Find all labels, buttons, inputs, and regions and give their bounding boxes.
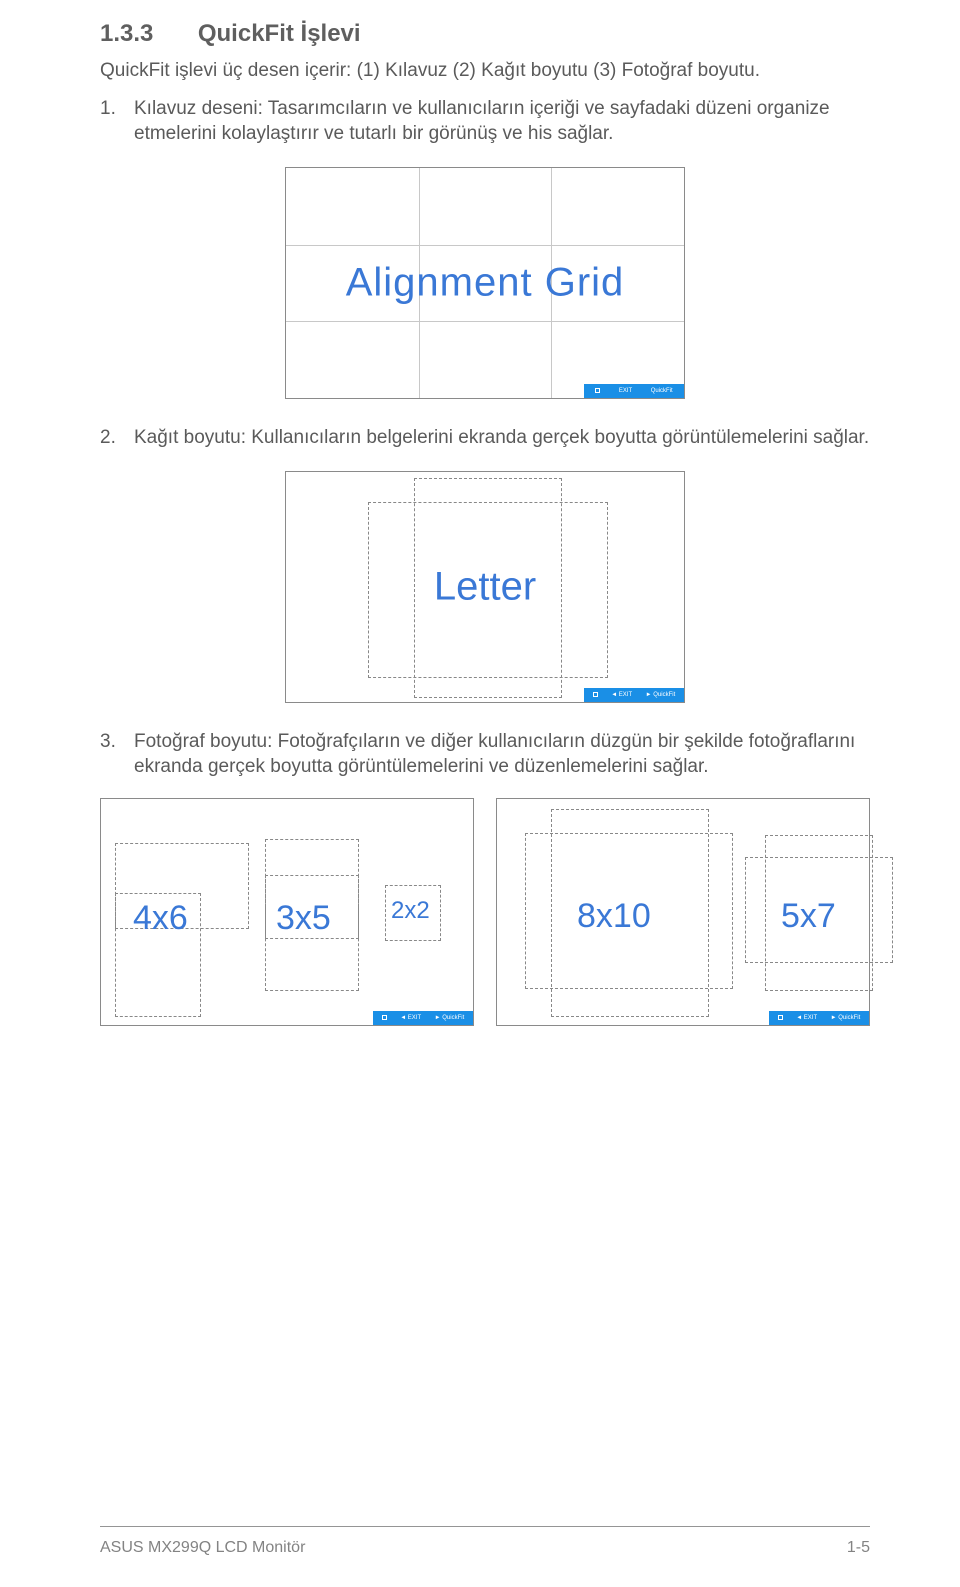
badge-next: ► QuickFit	[831, 1015, 861, 1021]
photo-sizes-figure-1: ◄ EXIT ► QuickFit 4x63x52x2	[100, 798, 474, 1026]
alignment-grid-label: Alignment Grid	[346, 260, 625, 305]
photo-size-label: 2x2	[391, 897, 430, 925]
letter-label: Letter	[434, 564, 536, 609]
badge-prev: ◄ EXIT	[611, 692, 632, 698]
photo-box	[265, 875, 359, 939]
badge-next: ► QuickFit	[435, 1015, 465, 1021]
letter-figure: Letter ◄ EXIT ► QuickFit	[285, 471, 685, 703]
list-body: Kılavuz deseni: Tasarımcıların ve kullan…	[134, 96, 870, 147]
badge: EXIT QuickFit	[584, 384, 684, 398]
section-number: 1.3.3	[100, 20, 153, 48]
list-item: 3. Fotoğraf boyutu: Fotoğrafçıların ve d…	[100, 729, 870, 780]
footer-left: ASUS MX299Q LCD Monitör	[100, 1539, 305, 1557]
intro-text: QuickFit işlevi üç desen içerir: (1) Kıl…	[100, 58, 870, 84]
badge: ◄ EXIT ► QuickFit	[373, 1011, 473, 1025]
list-body: Kağıt boyutu: Kullanıcıların belgelerini…	[134, 425, 870, 451]
footer-separator	[100, 1526, 870, 1527]
list-number: 3.	[100, 729, 134, 780]
section-title: QuickFit İşlevi	[198, 20, 361, 48]
footer-right: 1-5	[847, 1539, 870, 1557]
badge-prev: ◄ EXIT	[796, 1015, 817, 1021]
photo-box	[745, 857, 893, 963]
square-icon	[595, 388, 600, 393]
badge: ◄ EXIT ► QuickFit	[584, 688, 684, 702]
badge-exit: EXIT	[619, 388, 632, 394]
square-icon	[593, 692, 598, 697]
list-number: 1.	[100, 96, 134, 147]
list-item: 1. Kılavuz deseni: Tasarımcıların ve kul…	[100, 96, 870, 147]
list-body: Fotoğraf boyutu: Fotoğrafçıların ve diğe…	[134, 729, 870, 780]
badge-prev: ◄ EXIT	[400, 1015, 421, 1021]
square-icon	[382, 1015, 387, 1020]
badge: ◄ EXIT ► QuickFit	[769, 1011, 869, 1025]
alignment-grid-figure: Alignment Grid EXIT QuickFit	[285, 167, 685, 399]
list-item: 2. Kağıt boyutu: Kullanıcıların belgeler…	[100, 425, 870, 451]
square-icon	[778, 1015, 783, 1020]
photo-box	[525, 833, 733, 989]
photo-box	[115, 893, 201, 1017]
badge-quickfit: QuickFit	[651, 388, 673, 394]
list-number: 2.	[100, 425, 134, 451]
badge-next: ► QuickFit	[646, 692, 676, 698]
photo-sizes-figure-2: ◄ EXIT ► QuickFit 8x105x7	[496, 798, 870, 1026]
